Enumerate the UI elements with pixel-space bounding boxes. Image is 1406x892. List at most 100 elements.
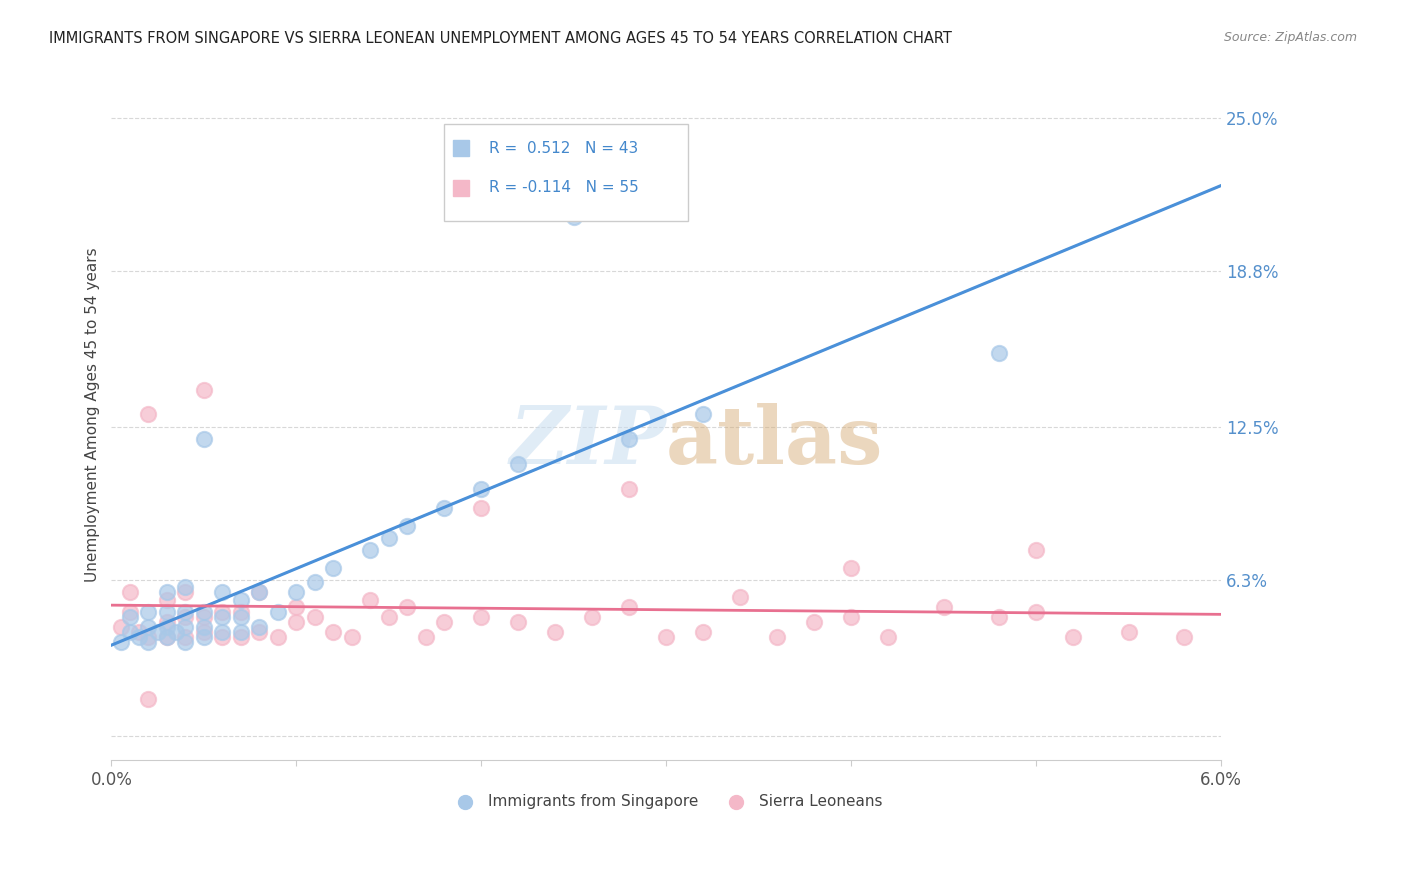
Point bbox=[229, 624, 252, 639]
Point bbox=[174, 630, 197, 644]
Point bbox=[211, 630, 233, 644]
Point bbox=[544, 624, 567, 639]
Point bbox=[470, 610, 492, 624]
Point bbox=[193, 432, 215, 446]
Point bbox=[655, 630, 678, 644]
Point bbox=[118, 585, 141, 599]
Point bbox=[211, 605, 233, 619]
Point bbox=[193, 620, 215, 634]
Point bbox=[267, 630, 290, 644]
Point bbox=[415, 630, 437, 644]
Point bbox=[378, 610, 401, 624]
Point bbox=[359, 592, 381, 607]
Y-axis label: Unemployment Among Ages 45 to 54 years: Unemployment Among Ages 45 to 54 years bbox=[86, 247, 100, 582]
Point bbox=[156, 630, 179, 644]
Point bbox=[128, 624, 150, 639]
Point bbox=[728, 591, 751, 605]
Text: R =  0.512   N = 43: R = 0.512 N = 43 bbox=[489, 141, 638, 155]
Point bbox=[138, 620, 160, 634]
Point bbox=[211, 624, 233, 639]
Point bbox=[766, 630, 789, 644]
Point bbox=[146, 624, 169, 639]
Point bbox=[285, 585, 308, 599]
Point bbox=[619, 600, 641, 615]
Point bbox=[619, 482, 641, 496]
Point bbox=[174, 610, 197, 624]
Point bbox=[877, 630, 900, 644]
Point bbox=[229, 630, 252, 644]
Point bbox=[211, 585, 233, 599]
Point bbox=[138, 408, 160, 422]
Point bbox=[1025, 543, 1047, 558]
Point bbox=[839, 610, 862, 624]
Point bbox=[470, 501, 492, 516]
Point bbox=[359, 543, 381, 558]
Point bbox=[562, 210, 585, 224]
Point bbox=[247, 585, 270, 599]
Point bbox=[508, 615, 530, 629]
Point bbox=[322, 560, 344, 574]
Point bbox=[128, 630, 150, 644]
Point bbox=[433, 501, 456, 516]
Point bbox=[193, 605, 215, 619]
Point bbox=[247, 585, 270, 599]
Point bbox=[304, 610, 326, 624]
Legend: Immigrants from Singapore, Sierra Leoneans: Immigrants from Singapore, Sierra Leonea… bbox=[443, 788, 889, 815]
Point bbox=[322, 624, 344, 639]
Point bbox=[378, 531, 401, 545]
Point bbox=[138, 630, 160, 644]
Point bbox=[156, 615, 179, 629]
Point bbox=[156, 620, 179, 634]
Point bbox=[229, 605, 252, 619]
Point bbox=[285, 600, 308, 615]
Point bbox=[396, 518, 419, 533]
Point bbox=[174, 581, 197, 595]
Point bbox=[156, 630, 179, 644]
Point bbox=[1173, 630, 1195, 644]
Point bbox=[174, 634, 197, 648]
Point bbox=[340, 630, 363, 644]
Point bbox=[138, 634, 160, 648]
Point bbox=[174, 605, 197, 619]
Point bbox=[988, 610, 1011, 624]
Point bbox=[229, 592, 252, 607]
Point bbox=[193, 383, 215, 397]
Point bbox=[247, 620, 270, 634]
Point bbox=[988, 345, 1011, 359]
Point bbox=[433, 615, 456, 629]
Point bbox=[304, 575, 326, 590]
Point bbox=[581, 610, 603, 624]
Point bbox=[803, 615, 825, 629]
Point bbox=[138, 691, 160, 706]
Point bbox=[692, 624, 714, 639]
FancyBboxPatch shape bbox=[444, 124, 689, 220]
Point bbox=[1062, 630, 1084, 644]
Text: Source: ZipAtlas.com: Source: ZipAtlas.com bbox=[1223, 31, 1357, 45]
Text: ZIP: ZIP bbox=[509, 403, 666, 481]
Point bbox=[396, 600, 419, 615]
Point bbox=[138, 605, 160, 619]
Point bbox=[247, 624, 270, 639]
Text: R = -0.114   N = 55: R = -0.114 N = 55 bbox=[489, 180, 638, 195]
Point bbox=[156, 592, 179, 607]
Point bbox=[118, 610, 141, 624]
Point bbox=[1118, 624, 1140, 639]
Point bbox=[174, 585, 197, 599]
Point bbox=[156, 605, 179, 619]
Text: IMMIGRANTS FROM SINGAPORE VS SIERRA LEONEAN UNEMPLOYMENT AMONG AGES 45 TO 54 YEA: IMMIGRANTS FROM SINGAPORE VS SIERRA LEON… bbox=[49, 31, 952, 46]
Point bbox=[229, 610, 252, 624]
Point bbox=[174, 620, 197, 634]
Point bbox=[470, 482, 492, 496]
Point bbox=[619, 432, 641, 446]
Point bbox=[508, 457, 530, 471]
Text: atlas: atlas bbox=[666, 403, 883, 481]
Point bbox=[156, 585, 179, 599]
Point bbox=[193, 624, 215, 639]
Point bbox=[285, 615, 308, 629]
Point bbox=[211, 610, 233, 624]
Point bbox=[932, 600, 955, 615]
Point bbox=[110, 620, 132, 634]
Point bbox=[1025, 605, 1047, 619]
Point bbox=[118, 624, 141, 639]
Point bbox=[692, 408, 714, 422]
